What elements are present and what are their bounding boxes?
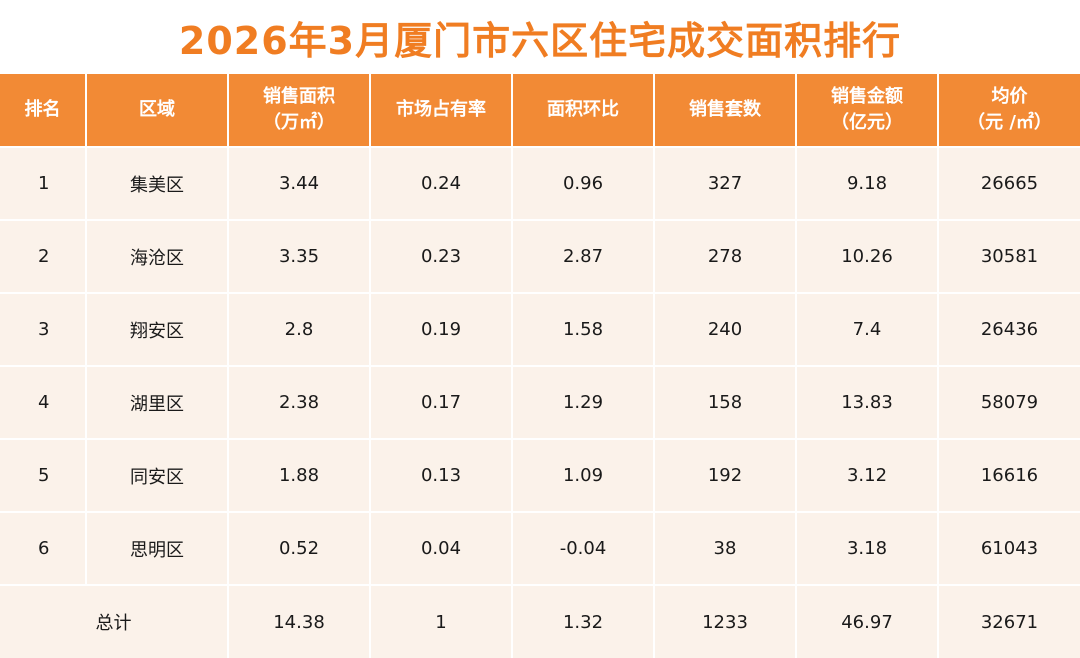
header-avg-price: 均价 （元 /㎡） bbox=[937, 74, 1080, 147]
cell-units: 192 bbox=[653, 438, 796, 512]
cell-amount: 7.4 bbox=[795, 292, 938, 366]
cell-area: 2.38 bbox=[227, 365, 370, 439]
cell-district: 海沧区 bbox=[85, 219, 228, 293]
cell-total-label: 总计 bbox=[0, 584, 228, 658]
cell-share: 0.19 bbox=[369, 292, 512, 366]
cell-rank: 2 bbox=[0, 219, 86, 293]
cell-mom: 1.09 bbox=[511, 438, 654, 512]
cell-share: 0.24 bbox=[369, 146, 512, 220]
cell-share: 0.23 bbox=[369, 219, 512, 293]
table-row: 3 翔安区 2.8 0.19 1.58 240 7.4 26436 bbox=[0, 292, 1080, 366]
header-sales-area: 销售面积 （万㎡） bbox=[227, 74, 370, 147]
cell-avg-price: 30581 bbox=[937, 219, 1080, 293]
cell-share: 0.13 bbox=[369, 438, 512, 512]
cell-area: 0.52 bbox=[227, 511, 370, 585]
cell-district: 翔安区 bbox=[85, 292, 228, 366]
cell-mom: -0.04 bbox=[511, 511, 654, 585]
cell-units: 38 bbox=[653, 511, 796, 585]
cell-avg-price: 58079 bbox=[937, 365, 1080, 439]
table-row: 1 集美区 3.44 0.24 0.96 327 9.18 26665 bbox=[0, 146, 1080, 220]
cell-total-mom: 1.32 bbox=[511, 584, 654, 658]
cell-units: 240 bbox=[653, 292, 796, 366]
cell-avg-price: 61043 bbox=[937, 511, 1080, 585]
cell-district: 思明区 bbox=[85, 511, 228, 585]
cell-amount: 3.18 bbox=[795, 511, 938, 585]
table-row: 4 湖里区 2.38 0.17 1.29 158 13.83 58079 bbox=[0, 365, 1080, 439]
cell-units: 278 bbox=[653, 219, 796, 293]
cell-mom: 0.96 bbox=[511, 146, 654, 220]
header-district: 区域 bbox=[85, 74, 228, 147]
table-header-row: 排名 区域 销售面积 （万㎡） 市场占有率 面积环比 销售套数 销售金额 （亿元） … bbox=[0, 74, 1080, 147]
cell-total-avg-price: 32671 bbox=[937, 584, 1080, 658]
header-area-mom: 面积环比 bbox=[511, 74, 654, 147]
cell-units: 158 bbox=[653, 365, 796, 439]
cell-total-area: 14.38 bbox=[227, 584, 370, 658]
header-market-share: 市场占有率 bbox=[369, 74, 512, 147]
cell-mom: 1.58 bbox=[511, 292, 654, 366]
cell-amount: 13.83 bbox=[795, 365, 938, 439]
total-row: 总计 14.38 1 1.32 1233 46.97 32671 bbox=[0, 584, 1080, 658]
cell-units: 327 bbox=[653, 146, 796, 220]
header-sales-units: 销售套数 bbox=[653, 74, 796, 147]
cell-area: 1.88 bbox=[227, 438, 370, 512]
cell-amount: 3.12 bbox=[795, 438, 938, 512]
cell-amount: 10.26 bbox=[795, 219, 938, 293]
cell-rank: 6 bbox=[0, 511, 86, 585]
header-rank: 排名 bbox=[0, 74, 86, 147]
cell-avg-price: 16616 bbox=[937, 438, 1080, 512]
cell-rank: 4 bbox=[0, 365, 86, 439]
cell-district: 同安区 bbox=[85, 438, 228, 512]
cell-share: 0.17 bbox=[369, 365, 512, 439]
cell-district: 集美区 bbox=[85, 146, 228, 220]
table-row: 2 海沧区 3.35 0.23 2.87 278 10.26 30581 bbox=[0, 219, 1080, 293]
cell-total-amount: 46.97 bbox=[795, 584, 938, 658]
cell-mom: 2.87 bbox=[511, 219, 654, 293]
cell-mom: 1.29 bbox=[511, 365, 654, 439]
cell-total-share: 1 bbox=[369, 584, 512, 658]
cell-rank: 3 bbox=[0, 292, 86, 366]
cell-avg-price: 26665 bbox=[937, 146, 1080, 220]
table-row: 5 同安区 1.88 0.13 1.09 192 3.12 16616 bbox=[0, 438, 1080, 512]
cell-area: 2.8 bbox=[227, 292, 370, 366]
cell-amount: 9.18 bbox=[795, 146, 938, 220]
cell-district: 湖里区 bbox=[85, 365, 228, 439]
cell-total-units: 1233 bbox=[653, 584, 796, 658]
ranking-table: 排名 区域 销售面积 （万㎡） 市场占有率 面积环比 销售套数 销售金额 （亿元） … bbox=[0, 74, 1080, 658]
cell-rank: 5 bbox=[0, 438, 86, 512]
page-title: 2026年3月厦门市六区住宅成交面积排行 bbox=[178, 18, 902, 63]
header-sales-amount: 销售金额 （亿元） bbox=[795, 74, 938, 147]
cell-area: 3.44 bbox=[227, 146, 370, 220]
cell-area: 3.35 bbox=[227, 219, 370, 293]
cell-avg-price: 26436 bbox=[937, 292, 1080, 366]
table-row: 6 思明区 0.52 0.04 -0.04 38 3.18 61043 bbox=[0, 511, 1080, 585]
cell-share: 0.04 bbox=[369, 511, 512, 585]
cell-rank: 1 bbox=[0, 146, 86, 220]
